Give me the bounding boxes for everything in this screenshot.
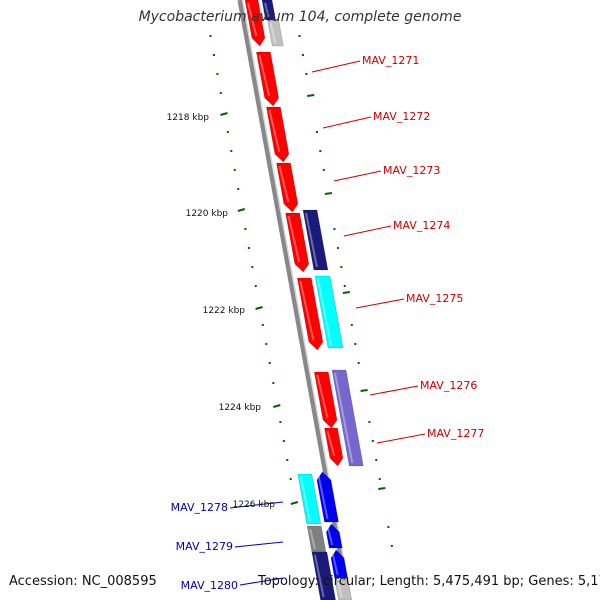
gene-feature[interactable] [325,523,343,549]
scale-label: 1224 kbp [219,403,262,413]
gene-shading [337,582,343,598]
label-leader-line [369,385,419,396]
gene-shading [287,215,301,263]
gene-label[interactable]: MAV_1280 [181,579,238,592]
label-leader-line [311,60,361,73]
gene-label[interactable]: MAV_1272 [373,110,430,123]
gene-feature[interactable] [311,551,336,600]
gene-label[interactable]: MAV_1276 [420,379,477,392]
gene-feature[interactable] [267,19,284,47]
major-tick [324,192,333,195]
scale-label: 1226 kbp [233,500,276,510]
gene-label[interactable]: MAV_1279 [176,540,233,553]
genome-summary-text: Topology: circular; Length: 5,475,491 bp… [258,574,600,589]
major-tick [342,291,350,294]
gene-feature[interactable] [256,51,280,107]
label-leader-lines [229,60,426,586]
map-title: Mycobacterium avium 104, complete genome [138,9,462,25]
gene-shading [316,374,329,419]
gene-shading [326,430,336,457]
gene-feature[interactable] [302,209,329,271]
gene-shading [334,372,354,464]
gene-shading [268,109,281,153]
gene-label[interactable]: MAV_1271 [362,54,419,67]
gene-shading [331,552,339,576]
label-leader-line [229,501,284,509]
gene-shading [313,554,325,598]
gene-shading [278,165,290,203]
gene-label[interactable]: MAV_1275 [406,292,463,305]
gene-feature[interactable] [296,277,324,351]
label-leader-line [234,541,284,548]
gene-shading [269,22,277,44]
gene-labels: MAV_1271 MAV_1272 MAV_1273 MAV_1274 MAV_1275… [171,54,485,592]
gene-feature[interactable] [330,549,348,579]
accession-text: Accession: NC_008595 [9,574,157,589]
gene-shading [317,278,332,346]
gene-feature[interactable] [244,0,266,47]
gene-feature[interactable] [266,106,290,163]
gene-feature[interactable] [334,579,352,600]
gene-shading [299,280,315,341]
scale-labels: 1218 kbp 1220 kbp 1222 kbp 1224 kbp 1226 kbp [167,113,276,510]
gene-feature[interactable] [331,369,364,467]
gene-shading [247,2,258,37]
gene-label[interactable]: MAV_1277 [427,427,484,440]
major-tick [255,306,263,310]
gene-label[interactable]: MAV_1274 [393,219,450,232]
major-tick [237,208,246,212]
label-leader-line [376,433,426,444]
scale-label: 1222 kbp [203,306,246,316]
gene-shading [264,2,270,18]
label-leader-line [322,116,372,129]
gene-shading [305,212,318,268]
scale-label: 1218 kbp [167,113,210,123]
major-tick [307,94,315,97]
major-tick [220,112,228,116]
gene-features [244,0,364,600]
major-tick [290,501,299,505]
gene-feature[interactable] [316,471,339,523]
gene-shading [317,474,329,520]
gene-shading [258,54,271,97]
gene-feature[interactable] [313,371,338,429]
label-leader-line [239,577,284,586]
scale-label: 1220 kbp [186,209,229,219]
major-tick [378,487,386,490]
gene-feature[interactable] [324,427,344,467]
label-leader-line [333,170,382,182]
gene-shading [299,476,311,522]
label-leader-line [355,298,405,309]
gene-feature[interactable] [285,212,310,273]
gene-shading [309,528,316,550]
gene-label[interactable]: MAV_1273 [383,164,440,177]
major-tick [360,389,368,392]
tick-marks [209,35,393,547]
major-tick [273,404,281,408]
gene-feature[interactable] [276,162,299,213]
label-leader-line [343,225,392,237]
gene-shading [326,526,334,546]
gene-label[interactable]: MAV_1278 [171,501,228,514]
gene-feature[interactable] [297,473,322,525]
gene-feature[interactable] [314,275,344,349]
